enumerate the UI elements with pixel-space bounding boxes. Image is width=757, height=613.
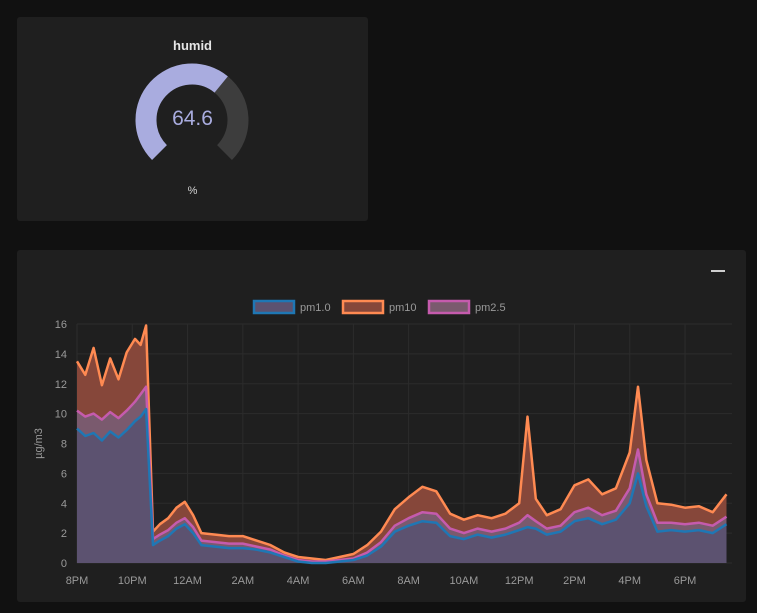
x-tick-label: 4AM [287, 575, 310, 587]
y-tick-label: 4 [61, 498, 67, 510]
x-tick-label: 6PM [674, 575, 697, 587]
minimize-button[interactable] [710, 261, 726, 279]
y-tick-label: 8 [61, 439, 67, 451]
chart-legend[interactable]: pm1.0 pm10 pm2.5 [252, 299, 506, 315]
x-tick-label: 2PM [563, 575, 586, 587]
legend-label-pm2.5[interactable]: pm2.5 [475, 302, 506, 314]
gauge-title: humid [173, 38, 212, 53]
x-tick-label: 8AM [397, 575, 420, 587]
x-tick-label: 10AM [450, 575, 479, 587]
y-tick-label: 0 [61, 558, 67, 570]
gauge-track-arc [214, 76, 249, 160]
chart-areas [75, 324, 728, 565]
legend-label-pm1.0[interactable]: pm1.0 [300, 302, 331, 314]
legend-swatch-pm2.5[interactable] [427, 299, 471, 315]
x-tick-label: 8PM [66, 575, 89, 587]
series-area-pm1.0 [77, 409, 727, 563]
humidity-gauge-card: humid 64.6 % [17, 17, 368, 221]
y-axis-label: µg/m3 [33, 428, 45, 459]
chart-axes: 0 2 4 6 8 10 12 14 16 8PM 10PM 12AM 2AM 4AM 6AM 8AM 10AM… [33, 319, 696, 587]
y-tick-label: 6 [61, 468, 67, 480]
legend-swatch-pm10[interactable] [341, 299, 385, 315]
x-tick-label: 2AM [232, 575, 255, 587]
legend-swatch-pm1.0[interactable] [252, 299, 296, 315]
y-tick-label: 16 [55, 319, 67, 331]
y-tick-label: 14 [55, 349, 67, 361]
particulate-chart-card: 0 2 4 6 8 10 12 14 16 8PM 10PM 12AM 2AM 4AM 6AM 8AM 10AM… [17, 250, 746, 602]
gauge-fill-arc [135, 63, 228, 160]
x-tick-label: 6AM [342, 575, 365, 587]
y-tick-label: 10 [55, 409, 67, 421]
gauge-value: 64.6 [172, 107, 213, 130]
x-tick-label: 12PM [505, 575, 534, 587]
x-tick-label: 4PM [618, 575, 641, 587]
series-line-pm1.0 [76, 407, 728, 565]
humidity-gauge [135, 63, 249, 160]
y-tick-label: 12 [55, 379, 67, 391]
y-tick-label: 2 [61, 528, 67, 540]
series-line-pm10 [75, 324, 728, 562]
gauge-unit: % [187, 185, 198, 197]
particulate-area-chart: 0 2 4 6 8 10 12 14 16 8PM 10PM 12AM 2AM 4AM 6AM 8AM 10AM… [33, 299, 732, 587]
x-tick-label: 10PM [118, 575, 147, 587]
legend-label-pm10[interactable]: pm10 [389, 302, 417, 314]
x-tick-label: 12AM [173, 575, 202, 587]
